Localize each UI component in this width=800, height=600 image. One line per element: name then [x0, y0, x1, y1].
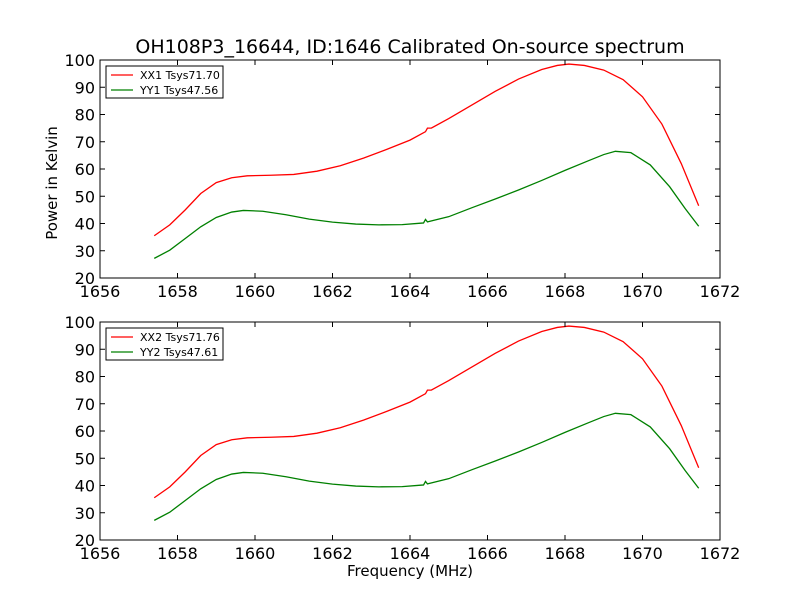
x-tick-label: 1656 — [80, 544, 121, 563]
legend-label: YY1 Tsys47.56 — [139, 84, 218, 97]
y-tick-label: 70 — [75, 395, 95, 414]
x-tick-label: 1664 — [390, 282, 431, 301]
figure-title: OH108P3_16644, ID:1646 Calibrated On-sou… — [135, 36, 684, 58]
x-tick-label: 1658 — [157, 282, 198, 301]
legend-label: XX1 Tsys71.70 — [140, 69, 220, 82]
y-tick-label: 30 — [75, 242, 95, 261]
legend: XX2 Tsys71.76 YY2 Tsys47.61 — [105, 327, 224, 361]
y-tick-label: 100 — [64, 51, 95, 70]
y-tick-label: 100 — [64, 313, 95, 332]
y-tick-label: 60 — [75, 422, 95, 441]
y-tick-label: 40 — [75, 477, 95, 496]
y-tick-label: 50 — [75, 187, 95, 206]
x-tick-label: 1672 — [700, 282, 741, 301]
legend-box — [105, 327, 224, 361]
x-axis-label: Frequency (MHz) — [347, 562, 473, 580]
legend-label: YY2 Tsys47.61 — [139, 346, 218, 359]
series-line-yy1 — [153, 150, 700, 259]
x-tick-label: 1668 — [545, 544, 586, 563]
x-tick-label: 1670 — [622, 282, 663, 301]
y-tick-label: 40 — [75, 215, 95, 234]
y-tick-label: 70 — [75, 133, 95, 152]
top-spectrum-panel: 1656 1658 1660 1662 1664 1666 1668 1670 1672 20 30… — [64, 51, 740, 301]
series-line-xx1 — [153, 63, 700, 237]
x-tick-label: 1672 — [700, 544, 741, 563]
y-tick-label: 90 — [75, 340, 95, 359]
x-tick-label: 1660 — [235, 282, 276, 301]
legend-label: XX2 Tsys71.76 — [140, 331, 220, 344]
bottom-spectrum-panel: 1656 1658 1660 1662 1664 1666 1668 1670 1672 20 30… — [64, 313, 740, 563]
x-tick-label: 1658 — [157, 544, 198, 563]
x-tick-label: 1666 — [467, 282, 508, 301]
y-tick-label: 80 — [75, 368, 95, 387]
x-tick-label: 1670 — [622, 544, 663, 563]
series-line-xx2 — [153, 325, 700, 499]
legend-box — [105, 65, 224, 99]
y-tick-label: 60 — [75, 160, 95, 179]
y-tick-label: 20 — [75, 269, 95, 288]
y-tick-label: 90 — [75, 78, 95, 97]
y-axis-label: Power in Kelvin — [43, 126, 61, 240]
series-line-yy2 — [153, 412, 700, 521]
y-tick-label: 80 — [75, 106, 95, 125]
x-tick-label: 1666 — [467, 544, 508, 563]
x-tick-label: 1656 — [80, 282, 121, 301]
x-tick-label: 1662 — [312, 282, 353, 301]
y-tick-label: 30 — [75, 504, 95, 523]
x-tick-label: 1660 — [235, 544, 276, 563]
legend: XX1 Tsys71.70 YY1 Tsys47.56 — [105, 65, 224, 99]
x-tick-label: 1662 — [312, 544, 353, 563]
y-tick-label: 20 — [75, 531, 95, 550]
y-tick-label: 50 — [75, 449, 95, 468]
x-tick-label: 1668 — [545, 282, 586, 301]
x-tick-label: 1664 — [390, 544, 431, 563]
